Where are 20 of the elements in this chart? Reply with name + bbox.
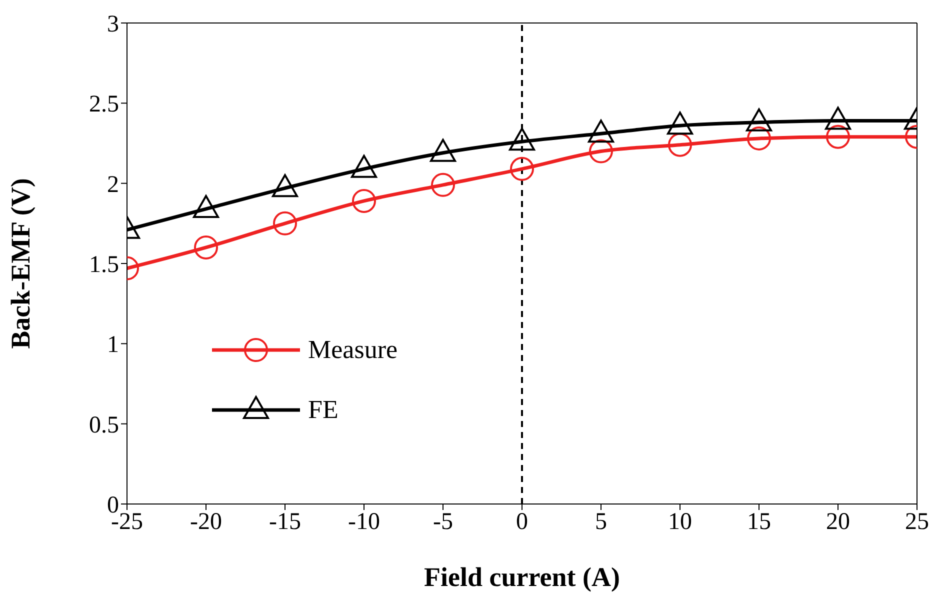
y-tick-label: 1.5 (89, 252, 119, 278)
x-tick-label: -5 (433, 509, 453, 536)
x-tick-label: 15 (747, 509, 771, 536)
y-tick-label: 2.5 (89, 92, 119, 118)
x-axis-title: Field current (A) (424, 562, 620, 592)
x-tick-label: 0 (516, 509, 528, 536)
legend-label: Measure (308, 335, 398, 365)
x-tick-label: 20 (826, 509, 850, 536)
x-tick-label: -10 (348, 509, 380, 536)
x-tick-label: 10 (668, 509, 692, 536)
x-tick-label: 25 (905, 509, 929, 536)
x-tick-label: -20 (190, 509, 222, 536)
x-tick-label: 5 (595, 509, 607, 536)
y-axis-title: Back-EMF (V) (6, 178, 36, 349)
legend-label: FE (308, 395, 338, 425)
x-tick-label: -15 (269, 509, 301, 536)
y-tick-label: 0.5 (89, 412, 119, 438)
y-tick-label: 2 (107, 172, 119, 198)
y-tick-label: 1 (107, 332, 119, 358)
y-tick-label: 3 (107, 12, 119, 38)
